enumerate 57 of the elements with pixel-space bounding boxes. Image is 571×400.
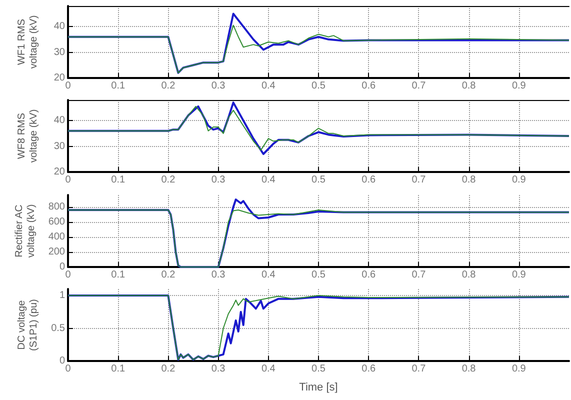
x-tick-label: 0.7 [412,174,426,186]
y-tick-label: 30 [54,140,66,152]
y-tick-label: 40 [54,21,66,32]
x-tick-label: 0.6 [362,174,376,186]
x-tick-label: 0.7 [412,270,426,280]
x-tick-label: 0.9 [512,364,526,374]
y-axis-title: Rectifier AC voltage (kV) [14,204,37,258]
y-axis-title: WF1 RMS voltage (kV) [16,15,40,69]
y-axis-title: WF8 RMS voltage (kV) [16,109,40,163]
y-tick-label: 30 [54,46,66,58]
y-tick-label: 400 [48,232,66,242]
x-axis-title: Time [s] [299,382,338,394]
y-tick-label: 200 [48,246,66,258]
x-tick-label: 0.7 [412,364,426,374]
x-tick-label: 0.6 [362,270,376,280]
x-tick-label: 0.8 [462,174,476,186]
x-tick-label: 0.3 [211,270,226,280]
x-tick-label: 0.1 [111,174,126,186]
y-tick-label: 600 [48,216,66,228]
y-tick-label: 800 [48,202,66,212]
x-tick-label: 0.9 [512,80,526,92]
x-tick-label: 0.5 [312,364,326,374]
x-tick-label: 0.9 [512,270,526,280]
x-tick-label: 0.6 [362,364,376,374]
x-tick-label: 0.1 [111,270,126,280]
x-tick-label: 0.5 [312,174,326,186]
y-tick-label: 20 [54,166,66,178]
y-tick-label: 0 [59,356,66,366]
x-tick-label: 0.5 [312,80,326,92]
y-tick-label: 1 [59,290,66,302]
x-tick-label: 0.1 [111,364,126,374]
x-tick-label: 0.6 [362,80,376,92]
x-tick-label: 0.4 [261,80,276,92]
y-axis-title: DC voltage (S1P1) (pu) [16,299,40,351]
x-tick-label: 0.8 [462,270,476,280]
x-tick-label: 0.7 [412,80,426,92]
y-tick-label: 0.5 [51,322,66,334]
x-tick-label: 0.4 [261,174,276,186]
x-tick-label: 0.5 [312,270,326,280]
x-tick-label: 0.2 [161,364,176,374]
x-tick-label: 0.2 [161,270,176,280]
x-tick-label: 0.2 [161,80,176,92]
line-series [67,12,570,74]
y-tick-label: 0 [59,262,66,272]
x-tick-label: 0.2 [161,174,176,186]
x-tick-label: 0.4 [261,270,276,280]
x-tick-label: 0.3 [211,80,226,92]
y-tick-label: 40 [54,115,66,126]
x-tick-label: 0.3 [211,364,226,374]
x-tick-label: 0.1 [111,80,126,92]
x-tick-label: 0.3 [211,174,226,186]
y-tick-label: 20 [54,72,66,84]
x-tick-label: 0.4 [261,364,276,374]
x-tick-label: 0.8 [462,80,476,92]
x-tick-label: 0.8 [462,364,476,374]
x-tick-label: 0.9 [512,174,526,186]
line-series [68,24,570,74]
